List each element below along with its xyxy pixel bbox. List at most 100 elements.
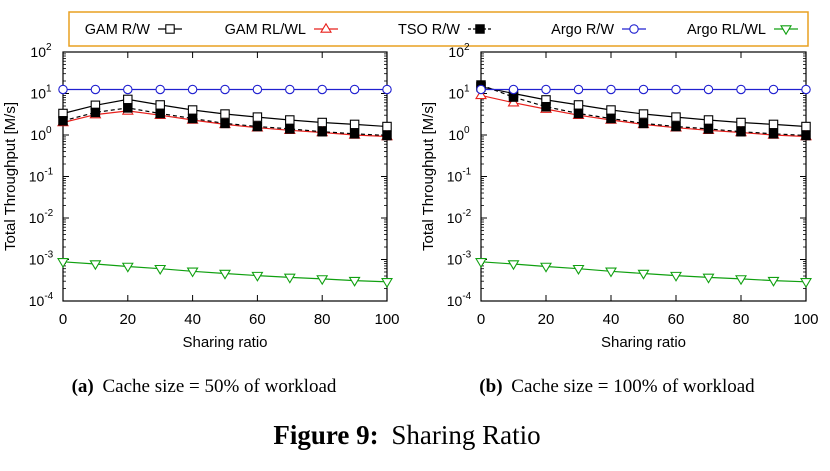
data-point-gam-r-w — [768, 119, 779, 130]
x-tick-label: 20 — [119, 311, 136, 328]
data-point-gam-r-w — [703, 115, 714, 125]
data-point-gam-r-w — [573, 100, 584, 110]
data-point-tso-r-w — [155, 108, 165, 119]
data-point-tso-r-w — [736, 126, 746, 137]
data-point-argo-rl-wl — [735, 275, 747, 286]
x-tick-label: 80 — [314, 311, 331, 328]
data-point-argo-rl-wl — [348, 276, 361, 287]
data-point-gam-r-w — [801, 121, 811, 132]
series-argo-rl-wl — [57, 258, 393, 289]
data-point-tso-r-w — [58, 116, 68, 126]
data-point-tso-r-w — [317, 126, 327, 137]
x-tick-label: 80 — [733, 311, 750, 328]
legend-label-gam-r-w: GAM R/W — [85, 22, 151, 38]
data-point-argo-r-w — [476, 84, 486, 95]
data-point-gam-r-w — [220, 109, 230, 119]
data-point-tso-r-w — [252, 121, 263, 132]
legend-marker-tso-r-w — [475, 24, 485, 34]
data-point-argo-rl-wl — [316, 275, 329, 286]
data-point-gam-r-w — [382, 121, 392, 132]
data-point-argo-r-w — [187, 84, 198, 95]
y-tick-label: 100 — [448, 125, 470, 143]
data-point-tso-r-w — [382, 130, 392, 141]
data-point-argo-rl-wl — [186, 267, 199, 278]
data-point-argo-rl-wl — [540, 262, 552, 273]
y-tick-label: 10-1 — [447, 167, 472, 185]
data-point-argo-rl-wl — [154, 264, 167, 275]
legend-marker-gam-rl-wl — [320, 22, 332, 33]
y-tick-label: 10-3 — [447, 250, 472, 268]
data-point-argo-r-w — [768, 84, 779, 95]
data-point-argo-rl-wl — [702, 273, 715, 284]
data-point-gam-rl-wl — [475, 89, 487, 100]
x-tick-label: 0 — [477, 311, 485, 328]
series-argo-r-w — [58, 84, 392, 95]
data-point-argo-rl-wl — [283, 273, 296, 284]
x-tick-label: 100 — [793, 311, 818, 328]
data-point-tso-r-w — [768, 129, 779, 139]
data-point-tso-r-w — [349, 129, 360, 139]
y-tick-label: 10-3 — [29, 250, 54, 268]
data-point-argo-r-w — [382, 84, 392, 95]
data-point-tso-r-w — [638, 118, 649, 129]
data-point-argo-r-w — [736, 84, 746, 95]
series-line-tso-r-w — [480, 84, 807, 137]
data-point-gam-r-w — [187, 105, 198, 115]
data-point-tso-r-w — [703, 124, 714, 134]
data-point-argo-rl-wl — [507, 260, 520, 271]
y-tick-label: 10-2 — [447, 208, 472, 226]
legend-marker-argo-rl-wl — [780, 25, 792, 36]
y-axis-label: Total Throughput [M/s] — [2, 102, 19, 251]
data-point-argo-r-w — [220, 84, 230, 95]
data-point-tso-r-w — [606, 113, 616, 124]
data-point-argo-r-w — [573, 84, 584, 95]
data-point-argo-r-w — [606, 84, 616, 95]
data-point-tso-r-w — [123, 103, 133, 113]
data-point-gam-r-w — [317, 117, 327, 128]
x-axis-label: Sharing ratio — [182, 334, 267, 351]
data-point-argo-r-w — [155, 84, 165, 95]
legend-marker-gam-r-w — [165, 24, 175, 34]
y-tick-label: 102 — [448, 42, 470, 60]
data-point-argo-rl-wl — [89, 260, 102, 271]
data-point-argo-rl-wl — [572, 264, 585, 275]
data-point-argo-rl-wl — [800, 278, 812, 289]
series-argo-r-w — [476, 84, 811, 95]
data-point-argo-rl-wl — [57, 258, 69, 269]
data-point-argo-r-w — [90, 84, 101, 95]
data-point-tso-r-w — [220, 118, 230, 129]
data-point-gam-r-w — [671, 112, 681, 122]
data-point-argo-r-w — [541, 84, 551, 95]
data-point-argo-r-w — [801, 84, 811, 95]
legend-label-argo-rl-wl: Argo RL/WL — [687, 22, 766, 38]
data-point-gam-r-w — [285, 115, 295, 125]
x-tick-label: 0 — [59, 311, 67, 328]
y-tick-label: 101 — [30, 84, 52, 102]
data-point-argo-r-w — [317, 84, 327, 95]
data-point-argo-r-w — [349, 84, 360, 95]
data-point-argo-rl-wl — [605, 267, 617, 278]
data-point-argo-rl-wl — [475, 258, 487, 269]
data-point-gam-r-w — [606, 105, 616, 115]
y-tick-label: 10-4 — [447, 291, 472, 309]
y-tick-label: 10-1 — [29, 167, 54, 185]
chart-panel-a: 10-4 10-3 10-2 10-1 100 101 102 0 20 40 60 80 100 Sha… — [2, 42, 400, 351]
legend-label-argo-r-w: Argo R/W — [551, 22, 614, 38]
data-point-tso-r-w — [801, 130, 811, 141]
y-tick-label: 10-4 — [29, 291, 54, 309]
series-argo-rl-wl — [475, 258, 812, 289]
data-point-gam-r-w — [638, 109, 649, 119]
data-point-argo-r-w — [123, 84, 133, 95]
x-axis-label: Sharing ratio — [601, 334, 686, 351]
data-point-argo-r-w — [638, 84, 649, 95]
data-point-gam-r-w — [155, 100, 165, 110]
x-tick-label: 40 — [184, 311, 201, 328]
data-point-argo-rl-wl — [637, 269, 650, 280]
y-tick-label: 101 — [448, 84, 470, 102]
y-axis-label: Total Throughput [M/s] — [420, 102, 437, 251]
legend-marker-argo-r-w — [629, 24, 639, 34]
y-tick-label: 100 — [30, 125, 52, 143]
data-point-argo-r-w — [58, 84, 68, 95]
data-point-argo-rl-wl — [670, 271, 682, 282]
data-point-argo-r-w — [703, 84, 714, 95]
